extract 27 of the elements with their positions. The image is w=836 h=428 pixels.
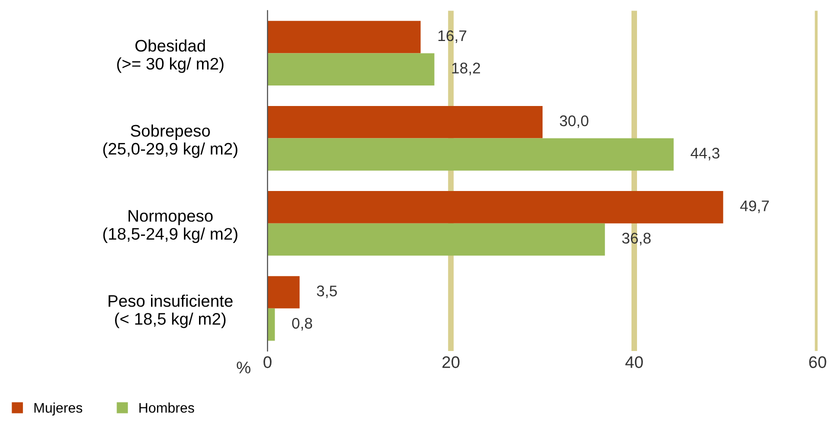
bar (268, 191, 724, 224)
data-label: 0,8 (292, 318, 312, 330)
bar (268, 276, 300, 308)
x-axis-title: % (236, 362, 250, 374)
y-tick-label: Peso insuficiente (< 18,5 kg/ m2) (108, 294, 233, 328)
bar (268, 308, 275, 341)
bar (268, 20, 421, 54)
bar (268, 106, 543, 138)
x-tick-label: 60 (809, 356, 826, 368)
data-label: 18,2 (452, 62, 480, 76)
data-label: 3,5 (316, 286, 337, 298)
x-tick-label: 20 (442, 356, 460, 368)
bar (268, 138, 674, 171)
data-label: 44,3 (690, 148, 720, 160)
legend-label: Mujeres (34, 402, 82, 416)
x-tick-label: 0 (264, 356, 272, 368)
legend-label: Hombres (139, 402, 194, 413)
bar (268, 53, 434, 86)
y-tick-label: Normopeso (18,5-24,9 kg/ m2) (103, 210, 238, 244)
bar (268, 223, 605, 256)
data-label: 30,0 (560, 115, 588, 128)
data-label: 36,8 (622, 232, 651, 246)
data-label: 16,7 (438, 30, 466, 43)
y-tick-label: Sobrepeso (25,0-29,9 kg/ m2) (103, 124, 238, 158)
data-label: 49,7 (740, 200, 769, 214)
x-tick-label: 40 (625, 356, 643, 368)
y-tick-label: Obesidad (>= 30 kg/ m2) (117, 39, 224, 73)
